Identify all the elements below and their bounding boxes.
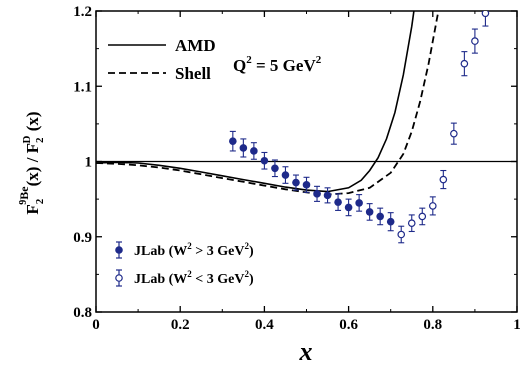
marker-filled (345, 204, 353, 212)
legend-filled-post: > 3 GeV (192, 244, 245, 259)
legend-filled-label: JLab (W2 > 3 GeV2) (134, 241, 254, 259)
data-points (229, 0, 489, 242)
ylabel-sub: 2 (34, 198, 46, 204)
marker-filled (282, 171, 290, 179)
marker-filled (376, 213, 384, 221)
data-point-filled (313, 186, 321, 201)
x-tick-label: 0.8 (423, 317, 442, 333)
data-point-filled (334, 194, 342, 211)
data-point-filled (250, 143, 258, 160)
marker-filled (250, 147, 258, 155)
data-point-open (398, 226, 404, 243)
data-point-open (419, 208, 425, 225)
legend-shell-label: Shell (175, 64, 211, 83)
x-tick-label: 0.2 (171, 317, 190, 333)
data-point-open (409, 215, 415, 232)
data-point-filled (387, 213, 395, 231)
marker-filled (271, 164, 279, 172)
data-point-filled (282, 167, 290, 184)
legend-filled-end: ) (249, 244, 254, 259)
x-tick-label: 0.4 (255, 317, 274, 333)
data-point-open (430, 197, 436, 215)
shell-curve (96, 0, 441, 195)
data-point-filled (366, 204, 374, 221)
marker-open (451, 130, 457, 136)
marker-filled (240, 144, 248, 152)
legend-open-marker (116, 275, 122, 281)
data-point-filled (261, 152, 269, 169)
data-point-open (472, 29, 478, 53)
q2-sup2: 2 (316, 54, 322, 66)
ylabel-sub2: 2 (34, 137, 46, 143)
y-axis-title: F29Be(x) / F2D (x) (17, 111, 46, 214)
marker-filled (292, 179, 300, 187)
ylabel-arg: (x) / F (23, 143, 42, 186)
data-point-filled (355, 195, 363, 212)
data-point-filled (345, 199, 353, 216)
legend-open-label: JLab (W2 < 3 GeV2) (134, 269, 254, 287)
data-point-filled (229, 131, 237, 151)
x-axis-title: x (299, 337, 313, 366)
y-tick-label: 0.9 (73, 230, 92, 246)
q2-prefix: Q (233, 56, 246, 75)
y-tick-label: 1 (85, 155, 93, 171)
q2-annotation: Q2 = 5 GeV2 (233, 54, 322, 75)
marker-filled (387, 218, 395, 226)
data-point-filled (324, 188, 332, 203)
marker-open (398, 231, 404, 237)
ylabel-arg2: (x) (23, 111, 42, 135)
amd-curve (96, 0, 416, 192)
marker-open (482, 10, 488, 16)
data-point-open (451, 123, 457, 144)
x-tick-label: 1 (513, 317, 521, 333)
marker-filled (366, 208, 374, 216)
legend-top: AMD Shell (108, 36, 216, 83)
data-point-filled (271, 160, 279, 177)
marker-filled (261, 157, 269, 165)
marker-open (461, 60, 467, 66)
legend-open-pre: JLab (W (134, 272, 187, 287)
marker-open (419, 213, 425, 219)
marker-filled (303, 181, 311, 189)
legend-amd-label: AMD (175, 36, 216, 55)
legend-bottom: JLab (W2 > 3 GeV2) JLab (W2 < 3 GeV2) (115, 241, 254, 287)
marker-filled (334, 198, 342, 206)
ylabel-sup-main: Be (17, 186, 31, 200)
y-tick-label: 1.2 (73, 4, 92, 20)
marker-filled (313, 190, 321, 198)
marker-open (440, 176, 446, 182)
curves (96, 0, 441, 195)
y-tick-label: 0.8 (73, 305, 92, 321)
marker-filled (324, 192, 332, 200)
x-tick-label: 0.6 (339, 317, 358, 333)
marker-open (430, 203, 436, 209)
data-point-open (461, 52, 467, 76)
data-point-open (440, 171, 446, 189)
q2-mid: = 5 GeV (252, 56, 317, 75)
legend-filled-pre: JLab (W (134, 244, 187, 259)
ylabel-f: F (23, 204, 42, 214)
marker-open (472, 38, 478, 44)
legend-filled-marker (115, 246, 123, 254)
data-point-filled (376, 208, 384, 225)
y-tick-label: 1.1 (73, 79, 92, 95)
legend-open-end: ) (249, 272, 254, 287)
data-point-open (482, 0, 488, 26)
data-point-filled (240, 139, 248, 157)
legend-open-post: < 3 GeV (192, 272, 245, 287)
x-tick-label: 0 (92, 317, 100, 333)
ylabel-sup2: D (21, 135, 33, 143)
marker-open (409, 220, 415, 226)
marker-filled (355, 199, 363, 207)
marker-filled (229, 137, 237, 145)
